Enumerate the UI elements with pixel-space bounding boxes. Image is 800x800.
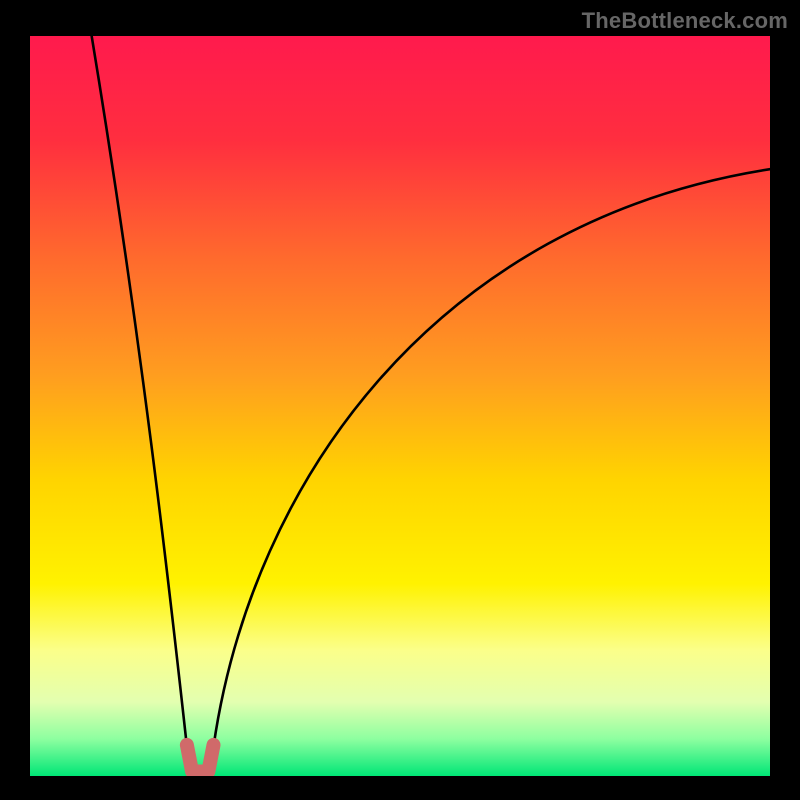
bottleneck-chart (0, 0, 800, 800)
watermark-text: TheBottleneck.com (582, 8, 788, 34)
chart-root: TheBottleneck.com (0, 0, 800, 800)
chart-plot-area (30, 36, 770, 776)
